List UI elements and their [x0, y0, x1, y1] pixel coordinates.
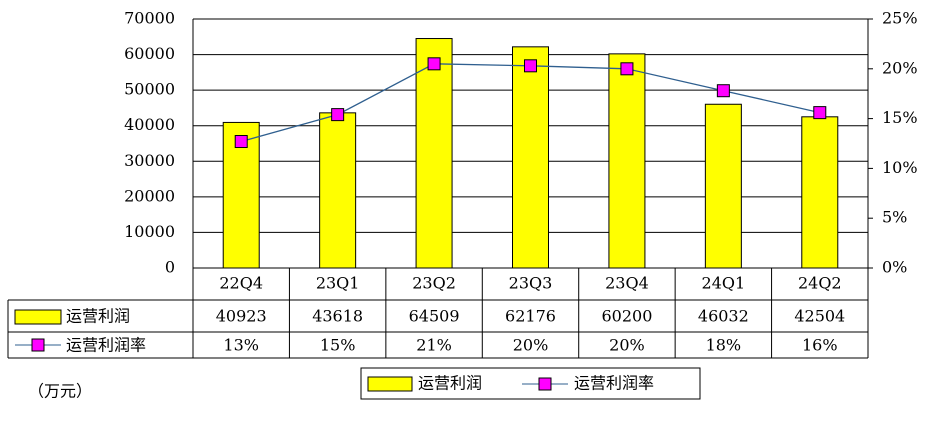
table-cell: 13%: [223, 336, 259, 355]
table-cell: 60200: [601, 307, 652, 326]
table-cell: 42504: [794, 307, 845, 326]
y-tick-label: 10000: [124, 222, 175, 241]
table-cell: 18%: [706, 336, 742, 355]
table-row-label: 运营利润率: [66, 336, 146, 355]
legend-key: [367, 376, 413, 392]
table-cell: 43618: [312, 307, 363, 326]
marker: [524, 59, 537, 73]
y2-tick-label: 20%: [882, 58, 918, 77]
table-cell: 21%: [416, 336, 452, 355]
marker: [427, 57, 441, 71]
y-tick-label: 40000: [124, 115, 175, 134]
y-tick-label: 60000: [124, 44, 175, 63]
x-tick-label: 23Q2: [412, 274, 456, 293]
bar: [512, 46, 549, 269]
y-tick-label: 0: [165, 258, 175, 277]
table-cell: 40923: [216, 307, 267, 326]
y2-tick-label: 25%: [882, 9, 918, 28]
x-tick-label: 23Q1: [316, 274, 360, 293]
y-tick-label: 70000: [124, 9, 175, 28]
x-tick-label: 23Q4: [605, 274, 649, 293]
bar: [704, 103, 742, 269]
table-cell: 15%: [320, 336, 356, 355]
table-cell: 16%: [802, 336, 838, 355]
marker: [234, 135, 248, 149]
x-tick-label: 24Q1: [702, 274, 746, 293]
table-key: [31, 338, 45, 352]
y2-tick-label: 15%: [882, 108, 918, 127]
marker: [813, 106, 827, 120]
table-cell: 64509: [409, 307, 460, 326]
table-cell: 46032: [698, 307, 749, 326]
table-row-label: 运营利润: [66, 307, 130, 326]
legend-key: [538, 377, 552, 391]
y2-tick-label: 5%: [882, 208, 907, 227]
x-tick-label: 23Q3: [509, 274, 553, 293]
y2-tick-label: 10%: [882, 158, 918, 177]
marker: [331, 108, 345, 122]
marker: [620, 62, 634, 76]
table-cell: 20%: [513, 336, 549, 355]
legend-label: 运营利润率: [574, 374, 654, 393]
bar: [608, 53, 646, 269]
table-cell: 20%: [609, 336, 645, 355]
unit-note: （万元）: [28, 382, 92, 401]
bar: [801, 116, 839, 269]
legend-label: 运营利润: [418, 374, 482, 393]
y-tick-label: 20000: [124, 186, 175, 205]
y2-tick-label: 0%: [882, 258, 907, 277]
x-tick-label: 24Q2: [798, 274, 842, 293]
table-key: [14, 309, 62, 325]
table-cell: 62176: [505, 307, 556, 326]
marker: [716, 84, 730, 98]
bar: [415, 38, 453, 269]
y-tick-label: 50000: [124, 80, 175, 99]
x-tick-label: 22Q4: [219, 274, 263, 293]
y-tick-label: 30000: [124, 151, 175, 170]
bar: [319, 112, 357, 269]
